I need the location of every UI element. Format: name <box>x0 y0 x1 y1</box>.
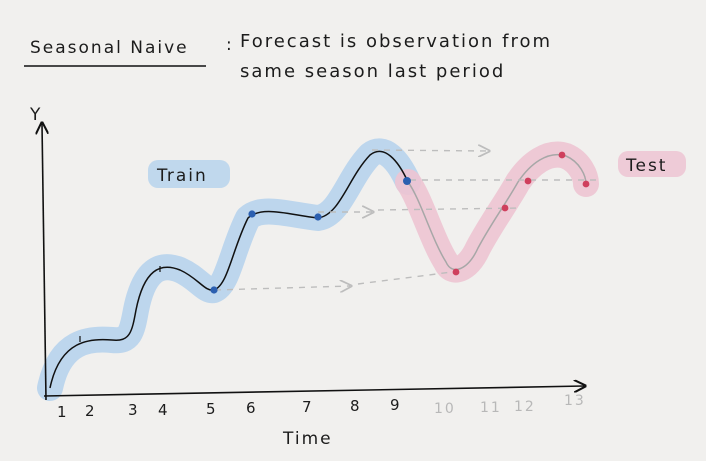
train-band <box>37 138 421 401</box>
tick-label-13: 13 <box>564 393 586 409</box>
test-point-t12 <box>524 177 532 185</box>
train-legend-label: Train <box>156 166 208 186</box>
train-seasonal-points <box>210 177 411 294</box>
tick-label-10: 10 <box>434 401 456 417</box>
curve-period-marks <box>79 266 161 342</box>
tick-label-7: 7 <box>302 398 314 416</box>
forecast-arrows <box>214 150 600 290</box>
title-label: Seasonal Naive <box>30 38 189 58</box>
tick-label-12: 12 <box>514 399 536 415</box>
train-tick-labels: 1 2 3 4 5 6 7 8 9 <box>57 396 402 421</box>
y-axis-label: Y <box>29 105 42 125</box>
test-legend: Test <box>618 151 686 177</box>
train-point-t6 <box>248 210 256 218</box>
forecast-arrow-3 <box>214 286 350 290</box>
test-curve <box>407 153 587 271</box>
test-point-t13 <box>558 151 566 159</box>
x-axis <box>43 386 584 397</box>
tick-label-11: 11 <box>480 400 502 416</box>
test-legend-label: Test <box>625 156 667 176</box>
forecast-arrow-1 <box>371 150 488 151</box>
test-point-t11 <box>501 204 509 212</box>
tick-label-8: 8 <box>350 397 362 415</box>
tick-label-1: 1 <box>57 403 69 421</box>
tick-label-6: 6 <box>246 399 258 417</box>
tick-label-5: 5 <box>206 400 218 418</box>
train-point-t9 <box>403 177 411 185</box>
test-point-end <box>582 180 590 188</box>
train-legend: Train <box>148 160 230 188</box>
test-point-t10 <box>452 268 460 276</box>
title-line-1: Forecast is observation from <box>240 31 552 52</box>
test-forecast-points <box>452 151 590 276</box>
x-axis-label: Time <box>282 429 333 449</box>
tick-label-9: 9 <box>390 396 402 414</box>
tick-label-2: 2 <box>85 402 97 420</box>
title-separator: : <box>226 35 234 55</box>
test-band <box>395 141 599 283</box>
train-point-t7 <box>314 213 322 221</box>
title-line-2: same season last period <box>240 61 505 82</box>
test-tick-labels: 10 11 12 13 <box>434 393 586 417</box>
y-axis <box>42 124 46 401</box>
tick-label-4: 4 <box>158 401 170 419</box>
title-block: Seasonal Naive : Forecast is observation… <box>24 31 552 82</box>
forecast-arrow-6 <box>357 271 453 285</box>
tick-label-3: 3 <box>128 401 140 419</box>
train-point-t5 <box>210 286 218 294</box>
